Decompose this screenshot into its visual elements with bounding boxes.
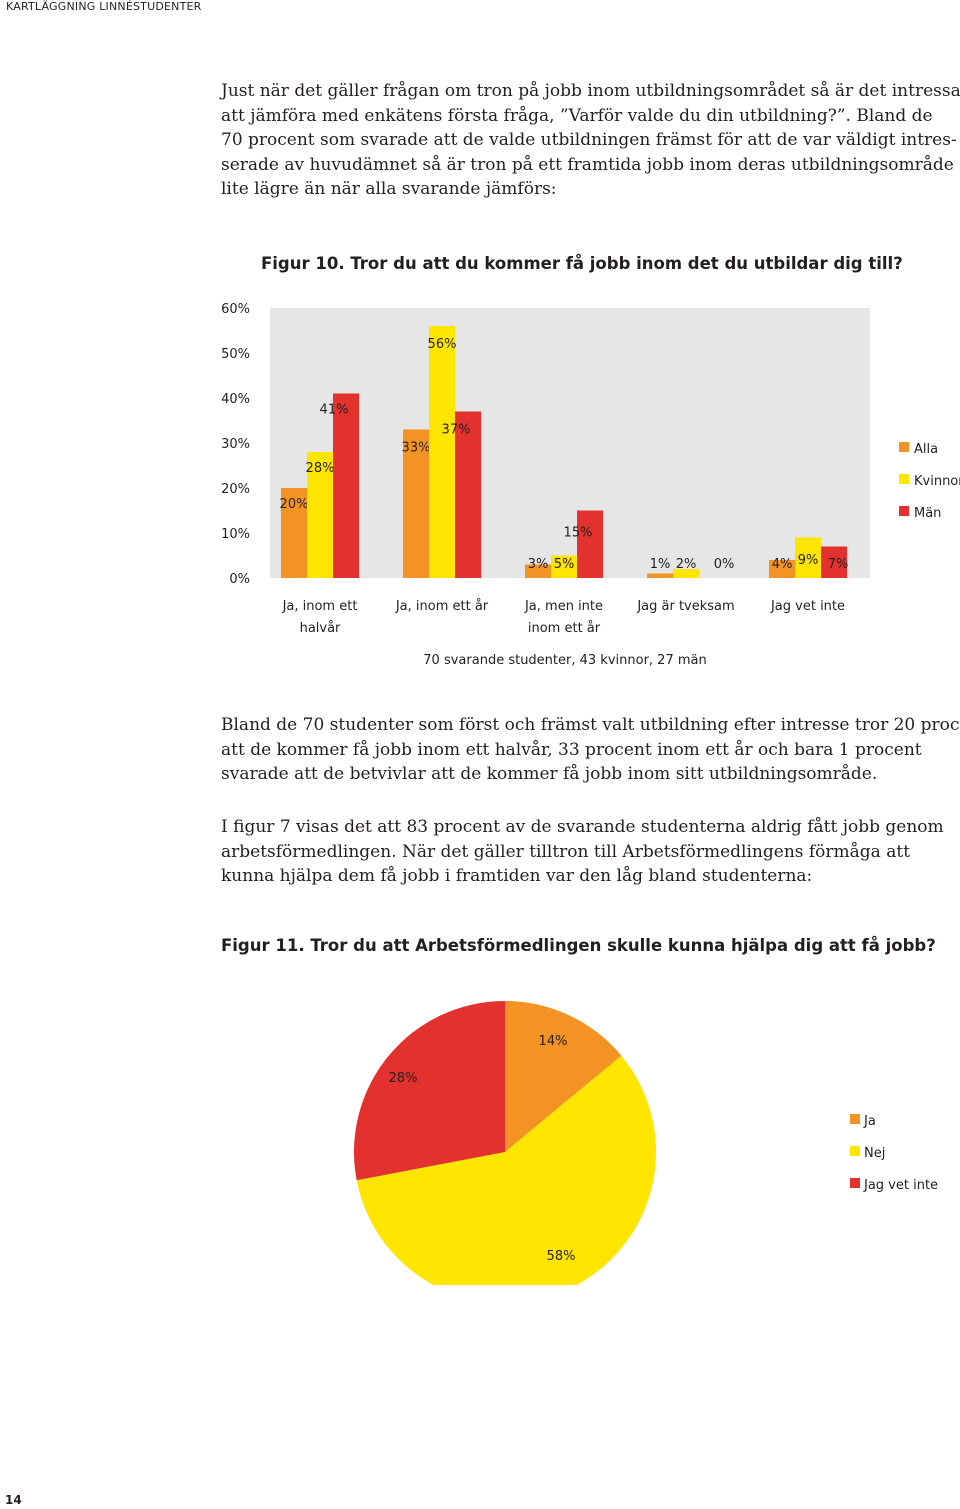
value-label: 4%: [772, 557, 793, 572]
category-label: inom ett år: [528, 621, 601, 636]
y-tick-label: 0%: [229, 572, 250, 587]
category-label: halvår: [300, 621, 341, 636]
y-tick-label: 20%: [221, 482, 250, 497]
running-head: KARTLÄGGNING LINNÉSTUDENTER: [6, 0, 202, 13]
text-line: Just när det gäller frågan om tron på jo…: [221, 81, 960, 101]
figure-11-title: Figur 11. Tror du att Arbetsförmedlingen…: [221, 936, 936, 955]
value-label: 9%: [798, 553, 819, 568]
legend-label: Jag vet inte: [863, 1178, 938, 1193]
text-line: arbetsförmedlingen. När det gäller tillt…: [221, 841, 911, 862]
pie-slice-1: [505, 1001, 622, 1152]
legend-swatch: [899, 506, 909, 516]
y-tick-label: 30%: [221, 437, 250, 452]
bar-män: [577, 510, 603, 578]
bar-kvinnor: [795, 537, 821, 578]
value-label: 41%: [320, 403, 349, 418]
category-label: Ja, inom ett: [282, 599, 358, 614]
figure-10-title: Figur 10. Tror du att du kommer få jobb …: [261, 254, 903, 273]
bar-alla: [281, 488, 307, 578]
bar-kvinnor: [551, 555, 577, 578]
category-label: Jag är tveksam: [636, 599, 734, 614]
plot-area: [270, 308, 870, 578]
value-label: 3%: [528, 557, 549, 572]
bar-män: [821, 546, 847, 578]
value-label: 0%: [714, 557, 735, 572]
legend-swatch: [899, 474, 909, 484]
text-line: att jämföra med enkätens första fråga, ”…: [221, 105, 933, 126]
value-label: 28%: [306, 461, 335, 476]
legend-label: Kvinnor: [914, 474, 960, 489]
value-label: 37%: [442, 423, 471, 438]
pie-value-label: 14%: [539, 1034, 568, 1049]
page-number: 14: [5, 1493, 22, 1507]
chart-note: 70 svarande studenter, 43 kvinnor, 27 mä…: [423, 653, 706, 668]
paragraph-results: Bland de 70 studenter som först och främ…: [221, 713, 960, 787]
value-label: 5%: [554, 557, 575, 572]
category-label: Ja, men inte: [524, 599, 603, 614]
category-label: Jag vet inte: [770, 599, 845, 614]
legend-swatch: [899, 442, 909, 452]
value-label: 33%: [402, 441, 431, 456]
figure-10-bar-chart: 0% 10% 20% 30% 40% 50% 60% 20% 28% 41% Ja, inom et…: [221, 302, 960, 668]
bar-alla: [525, 564, 551, 578]
value-label: 15%: [564, 526, 593, 541]
text-line: lite lägre än när alla svarande jämförs:: [221, 179, 557, 199]
legend-swatch: [850, 1178, 860, 1188]
text-line: att de kommer få jobb inom ett halvår, 3…: [221, 739, 922, 760]
value-label: 56%: [428, 337, 457, 352]
pie-slice-3: [354, 1001, 505, 1181]
paragraph-arbetsformedlingen: I figur 7 visas det att 83 procent av de…: [221, 815, 946, 889]
legend-label: Alla: [914, 442, 938, 457]
legend-swatch: [850, 1146, 860, 1156]
bar-män: [455, 411, 481, 578]
pie-slice-2: [356, 1055, 656, 1285]
text-line: svarade att de betvivlar att de kommer f…: [221, 764, 878, 784]
legend-label: Nej: [864, 1146, 885, 1161]
value-label: 2%: [676, 557, 697, 572]
legend-swatch: [850, 1114, 860, 1124]
legend-label: Män: [914, 506, 941, 521]
bar-män: [333, 393, 359, 578]
pie-value-label: 28%: [389, 1071, 418, 1086]
y-tick-label: 40%: [221, 392, 250, 407]
text-line: 70 procent som svarade att de valde utbi…: [221, 130, 957, 150]
pie-value-label: 58%: [547, 1249, 576, 1264]
value-label: 7%: [828, 557, 849, 572]
bar-alla: [647, 573, 673, 578]
legend-label: Ja: [863, 1114, 876, 1129]
value-label: 1%: [650, 557, 671, 572]
y-tick-label: 10%: [221, 527, 250, 542]
bar-kvinnor: [307, 452, 333, 578]
text-line: I figur 7 visas det att 83 procent av de…: [221, 817, 944, 837]
value-label: 20%: [280, 497, 309, 512]
bar-kvinnor: [673, 569, 699, 578]
bar-alla: [403, 429, 429, 578]
bar-alla: [769, 560, 795, 578]
y-tick-label: 50%: [221, 347, 250, 362]
text-line: Bland de 70 studenter som först och främ…: [221, 715, 960, 735]
paragraph-intro: Just när det gäller frågan om tron på jo…: [221, 79, 960, 202]
figure-11-pie-chart: 14% 58% 28% Ja Nej Jag vet inte: [354, 1001, 938, 1285]
text-line: serade av huvudämnet så är tron på ett f…: [221, 154, 954, 175]
text-line: kunna hjälpa dem få jobb i framtiden var…: [221, 866, 813, 886]
bar-kvinnor: [429, 326, 455, 578]
category-label: Ja, inom ett år: [395, 599, 489, 614]
y-tick-label: 60%: [221, 302, 250, 317]
